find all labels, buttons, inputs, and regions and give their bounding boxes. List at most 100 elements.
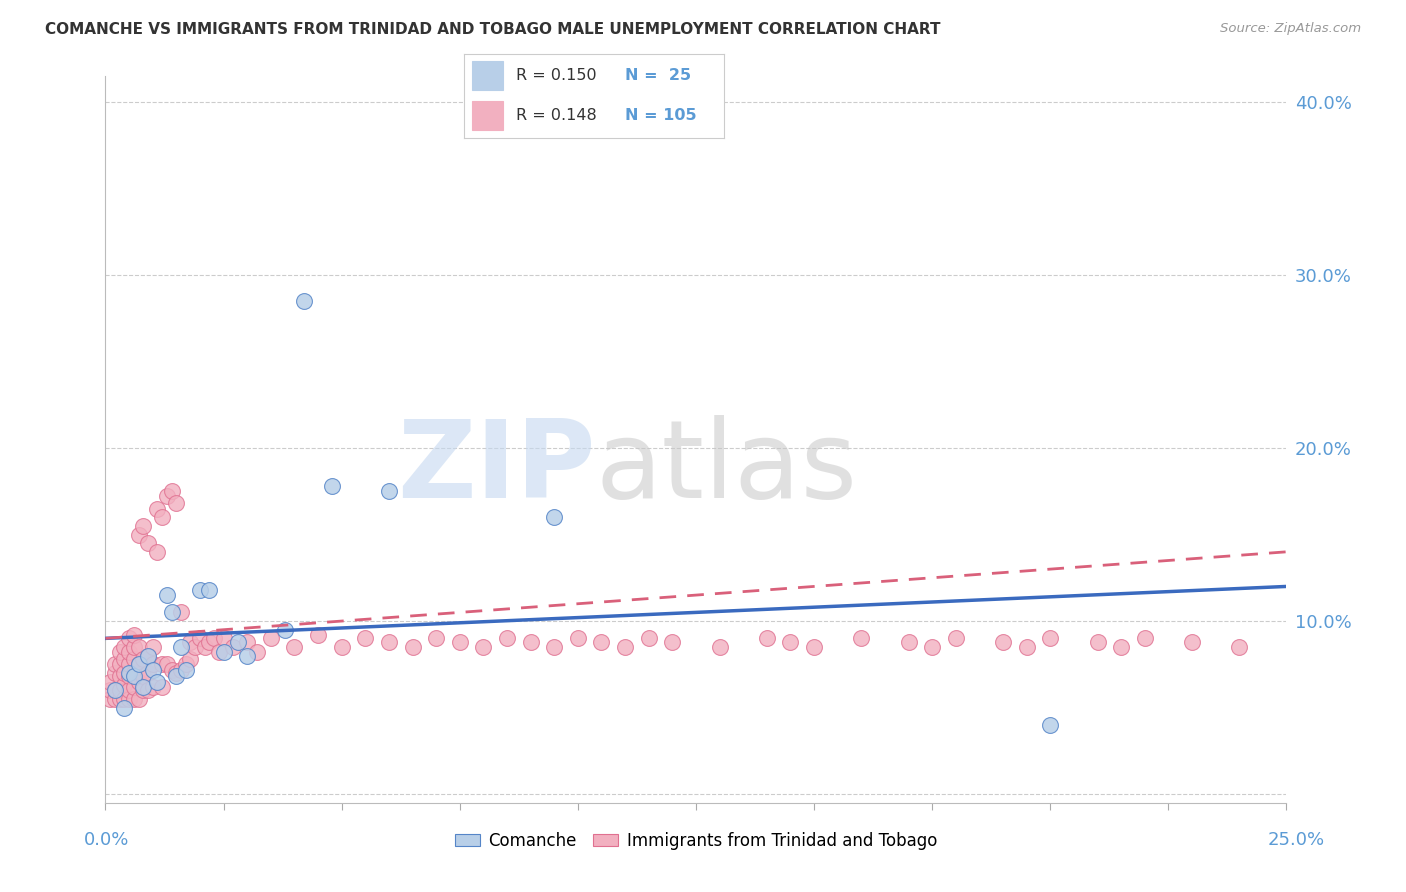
Point: [160, 606, 183, 620]
Point: [108, 692, 131, 706]
Point: [132, 669, 155, 683]
Point: [160, 663, 183, 677]
Point: [128, 527, 150, 541]
Point: [472, 640, 495, 654]
Point: [709, 640, 731, 654]
Text: Source: ZipAtlas.com: Source: ZipAtlas.com: [1220, 22, 1361, 36]
Point: [118, 632, 141, 646]
Point: [226, 635, 249, 649]
Point: [212, 632, 235, 646]
Point: [1039, 718, 1062, 732]
Point: [222, 640, 245, 654]
Point: [112, 678, 135, 692]
Point: [112, 700, 135, 714]
Text: 25.0%: 25.0%: [1267, 830, 1324, 848]
Point: [274, 623, 297, 637]
Point: [150, 680, 173, 694]
Point: [132, 519, 155, 533]
Point: [160, 484, 183, 499]
Point: [136, 536, 159, 550]
Point: [122, 665, 145, 680]
Point: [236, 648, 259, 663]
Point: [142, 663, 165, 677]
Point: [132, 680, 155, 694]
Point: [184, 640, 207, 654]
Point: [378, 635, 401, 649]
Point: [128, 674, 150, 689]
Point: [104, 665, 127, 680]
Text: 0.0%: 0.0%: [84, 830, 129, 848]
Point: [283, 640, 305, 654]
Point: [170, 640, 193, 654]
Bar: [472, 62, 503, 90]
Point: [136, 665, 159, 680]
Point: [803, 640, 825, 654]
Point: [122, 692, 145, 706]
Point: [112, 640, 135, 654]
Point: [179, 652, 201, 666]
Point: [104, 657, 127, 672]
Point: [174, 663, 197, 677]
Point: [142, 657, 165, 672]
Point: [401, 640, 423, 654]
Legend: Comanche, Immigrants from Trinidad and Tobago: Comanche, Immigrants from Trinidad and T…: [449, 825, 943, 856]
Point: [118, 665, 141, 680]
Point: [156, 657, 179, 672]
Point: [614, 640, 637, 654]
Point: [142, 680, 165, 694]
Point: [165, 669, 187, 683]
Point: [122, 628, 145, 642]
Bar: [472, 101, 503, 130]
Point: [179, 635, 201, 649]
Point: [330, 640, 353, 654]
Point: [136, 648, 159, 663]
Point: [108, 683, 131, 698]
Point: [321, 479, 343, 493]
Point: [354, 632, 377, 646]
Point: [170, 663, 193, 677]
Point: [661, 635, 683, 649]
Point: [1039, 632, 1062, 646]
Point: [202, 632, 225, 646]
Point: [104, 683, 127, 698]
Point: [897, 635, 920, 649]
Point: [194, 640, 217, 654]
Point: [567, 632, 589, 646]
Point: [142, 640, 165, 654]
Point: [104, 692, 127, 706]
Point: [146, 545, 169, 559]
Point: [136, 683, 159, 698]
Point: [118, 692, 141, 706]
Point: [118, 645, 141, 659]
Point: [122, 680, 145, 694]
Point: [98, 683, 121, 698]
Point: [1133, 632, 1156, 646]
Point: [112, 652, 135, 666]
Point: [98, 674, 121, 689]
Point: [156, 588, 179, 602]
Point: [260, 632, 283, 646]
Point: [118, 669, 141, 683]
Point: [307, 628, 329, 642]
Point: [128, 692, 150, 706]
Point: [132, 652, 155, 666]
Point: [132, 683, 155, 698]
Point: [146, 501, 169, 516]
Text: R = 0.150: R = 0.150: [516, 68, 596, 83]
Text: N = 105: N = 105: [626, 108, 697, 123]
Point: [292, 293, 315, 308]
Point: [118, 683, 141, 698]
Point: [188, 582, 211, 597]
Text: N =  25: N = 25: [626, 68, 692, 83]
Point: [165, 496, 187, 510]
Point: [128, 657, 150, 672]
Point: [755, 632, 778, 646]
Point: [108, 645, 131, 659]
Text: R = 0.148: R = 0.148: [516, 108, 596, 123]
Point: [128, 657, 150, 672]
Point: [779, 635, 801, 649]
Point: [146, 674, 169, 689]
Point: [1227, 640, 1250, 654]
Point: [198, 635, 221, 649]
Point: [543, 510, 565, 524]
